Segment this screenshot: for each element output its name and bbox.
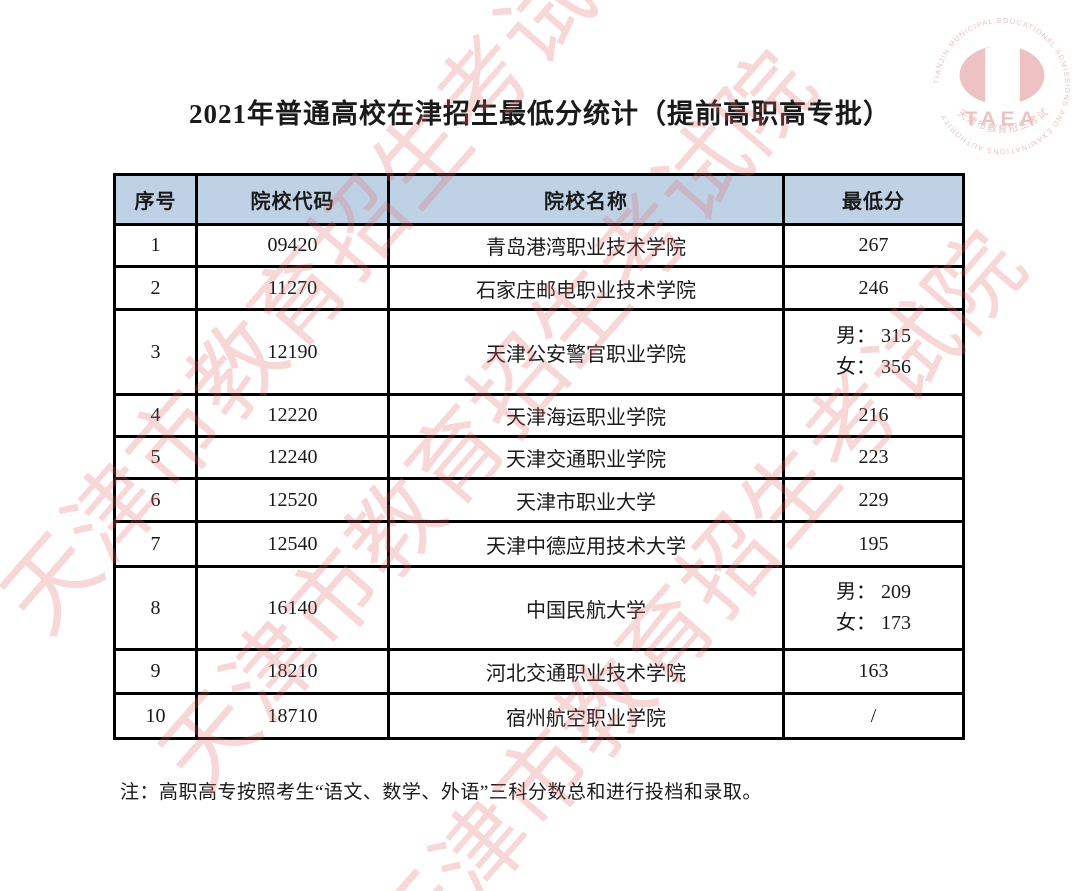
logo-pillars-icon — [985, 36, 1020, 105]
row-index-cell: 2 — [113, 265, 198, 311]
school-name-cell: 天津海运职业学院 — [387, 393, 785, 438]
school-code-cell: 11270 — [195, 265, 390, 311]
school-code-cell: 18710 — [195, 692, 390, 740]
min-score-cell: 163 — [782, 648, 965, 695]
min-score-cell: 223 — [782, 435, 965, 480]
row-index-cell: 7 — [113, 520, 198, 568]
table-row: 1 09420 青岛港湾职业技术学院 267 — [113, 223, 965, 268]
min-score-cell: 267 — [782, 223, 965, 268]
table-body: 1 09420 青岛港湾职业技术学院 267 2 11270 石家庄邮电职业技术学院 246 3… — [113, 223, 965, 740]
school-name-cell: 中国民航大学 — [387, 565, 785, 651]
table-row: 5 12240 天津交通职业学院 223 — [113, 435, 965, 480]
score-line: 男： 315 — [836, 325, 911, 347]
score-table-container: 序号 院校代码 院校名称 最低分 1 09420 青岛港湾职业技术学院 267 2 11270 石… — [113, 173, 965, 740]
school-name-cell: 天津交通职业学院 — [387, 435, 785, 480]
school-name-cell: 石家庄邮电职业技术学院 — [387, 265, 785, 311]
table-header-row: 序号 院校代码 院校名称 最低分 — [113, 173, 965, 226]
table-row: 7 12540 天津中德应用技术大学 195 — [113, 520, 965, 568]
min-score-cell: 216 — [782, 393, 965, 438]
min-score-cell: 246 — [782, 265, 965, 311]
school-code-cell: 18210 — [195, 648, 390, 695]
score-line: 女： 356 — [836, 356, 911, 378]
score-table: 序号 院校代码 院校名称 最低分 1 09420 青岛港湾职业技术学院 267 2 11270 石… — [113, 173, 965, 740]
school-name-cell: 河北交通职业技术学院 — [387, 648, 785, 695]
min-score-cell: 男： 209 女： 173 — [782, 565, 965, 651]
school-code-cell: 12520 — [195, 477, 390, 523]
header-cell: 最低分 — [782, 173, 965, 226]
min-score-cell: / — [782, 692, 965, 740]
min-score-cell: 229 — [782, 477, 965, 523]
row-index-cell: 3 — [113, 308, 198, 396]
table-row: 3 12190 天津公安警官职业学院 男： 315 女： 356 — [113, 308, 965, 396]
row-index-cell: 1 — [113, 223, 198, 268]
header-cell: 序号 — [113, 173, 198, 226]
school-code-cell: 12190 — [195, 308, 390, 396]
header-cell: 院校名称 — [387, 173, 785, 226]
school-code-cell: 16140 — [195, 565, 390, 651]
row-index-cell: 6 — [113, 477, 198, 523]
row-index-cell: 8 — [113, 565, 198, 651]
school-name-cell: 天津公安警官职业学院 — [387, 308, 785, 396]
school-code-cell: 12540 — [195, 520, 390, 568]
score-line: 男： 209 — [836, 581, 911, 603]
table-row: 6 12520 天津市职业大学 229 — [113, 477, 965, 523]
school-name-cell: 宿州航空职业学院 — [387, 692, 785, 740]
row-index-cell: 9 — [113, 648, 198, 695]
logo-abbr: TAEA — [965, 107, 1040, 130]
table-row: 9 18210 河北交通职业技术学院 163 — [113, 648, 965, 695]
min-score-cell: 男： 315 女： 356 — [782, 308, 965, 396]
table-row: 4 12220 天津海运职业学院 216 — [113, 393, 965, 438]
school-code-cell: 12220 — [195, 393, 390, 438]
header-cell: 院校代码 — [195, 173, 390, 226]
logo-emblem — [959, 36, 1045, 105]
row-index-cell: 10 — [113, 692, 198, 740]
score-line: 女： 173 — [836, 612, 911, 634]
min-score-cell: 195 — [782, 520, 965, 568]
table-row: 8 16140 中国民航大学 男： 209 女： 173 — [113, 565, 965, 651]
row-index-cell: 4 — [113, 393, 198, 438]
school-name-cell: 青岛港湾职业技术学院 — [387, 223, 785, 268]
footnote: 注：高职高专按照考生“语文、数学、外语”三科分数总和进行投档和录取。 — [120, 782, 762, 803]
school-name-cell: 天津市职业大学 — [387, 477, 785, 523]
table-row: 2 11270 石家庄邮电职业技术学院 246 — [113, 265, 965, 311]
school-code-cell: 12240 — [195, 435, 390, 480]
row-index-cell: 5 — [113, 435, 198, 480]
table-row: 10 18710 宿州航空职业学院 / — [113, 692, 965, 740]
school-code-cell: 09420 — [195, 223, 390, 268]
taea-logo: TIANJIN MUNICIPAL EDUCATIONAL ADMISSIONS… — [928, 12, 1071, 156]
school-name-cell: 天津中德应用技术大学 — [387, 520, 785, 568]
page-title: 2021年普通高校在津招生最低分统计（提前高职高专批） — [189, 99, 891, 129]
